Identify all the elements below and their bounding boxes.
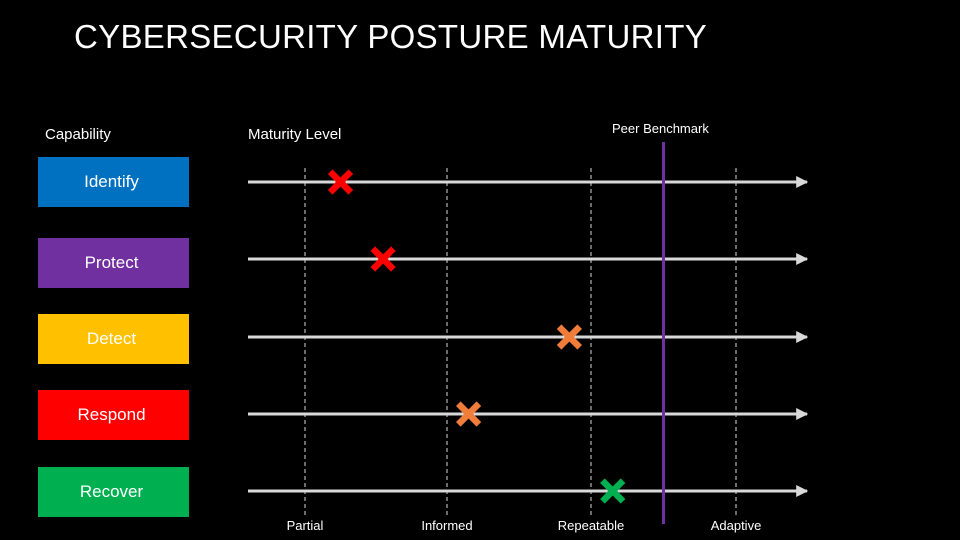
level-label-adaptive: Adaptive xyxy=(710,518,762,533)
capability-label: Respond xyxy=(77,405,146,424)
score-marker-protect xyxy=(370,246,396,272)
capability-label: Detect xyxy=(86,329,137,348)
maturity-level-header: Maturity Level xyxy=(248,126,342,143)
level-label-repeatable: Repeatable xyxy=(557,518,625,533)
page-title: CYBERSECURITY POSTURE MATURITY xyxy=(74,18,708,55)
capability-header: Capability xyxy=(45,126,111,143)
score-marker-identify xyxy=(327,169,354,195)
capability-box-identify: Identify xyxy=(38,157,189,207)
level-label-informed: Informed xyxy=(421,518,473,533)
capability-box-recover: Recover xyxy=(38,467,189,517)
capability-label: Recover xyxy=(79,482,144,501)
capability-label: Protect xyxy=(84,253,139,272)
capability-label: Identify xyxy=(84,172,139,191)
score-marker-respond xyxy=(456,401,482,427)
score-marker-detect xyxy=(556,324,582,350)
peer-benchmark-label: Peer Benchmark xyxy=(612,121,709,136)
capability-box-protect: Protect xyxy=(38,238,189,288)
capability-box-respond: Respond xyxy=(38,390,189,440)
score-marker-recover xyxy=(600,478,626,504)
capability-box-detect: Detect xyxy=(38,314,189,364)
level-label-partial: Partial xyxy=(286,518,324,533)
